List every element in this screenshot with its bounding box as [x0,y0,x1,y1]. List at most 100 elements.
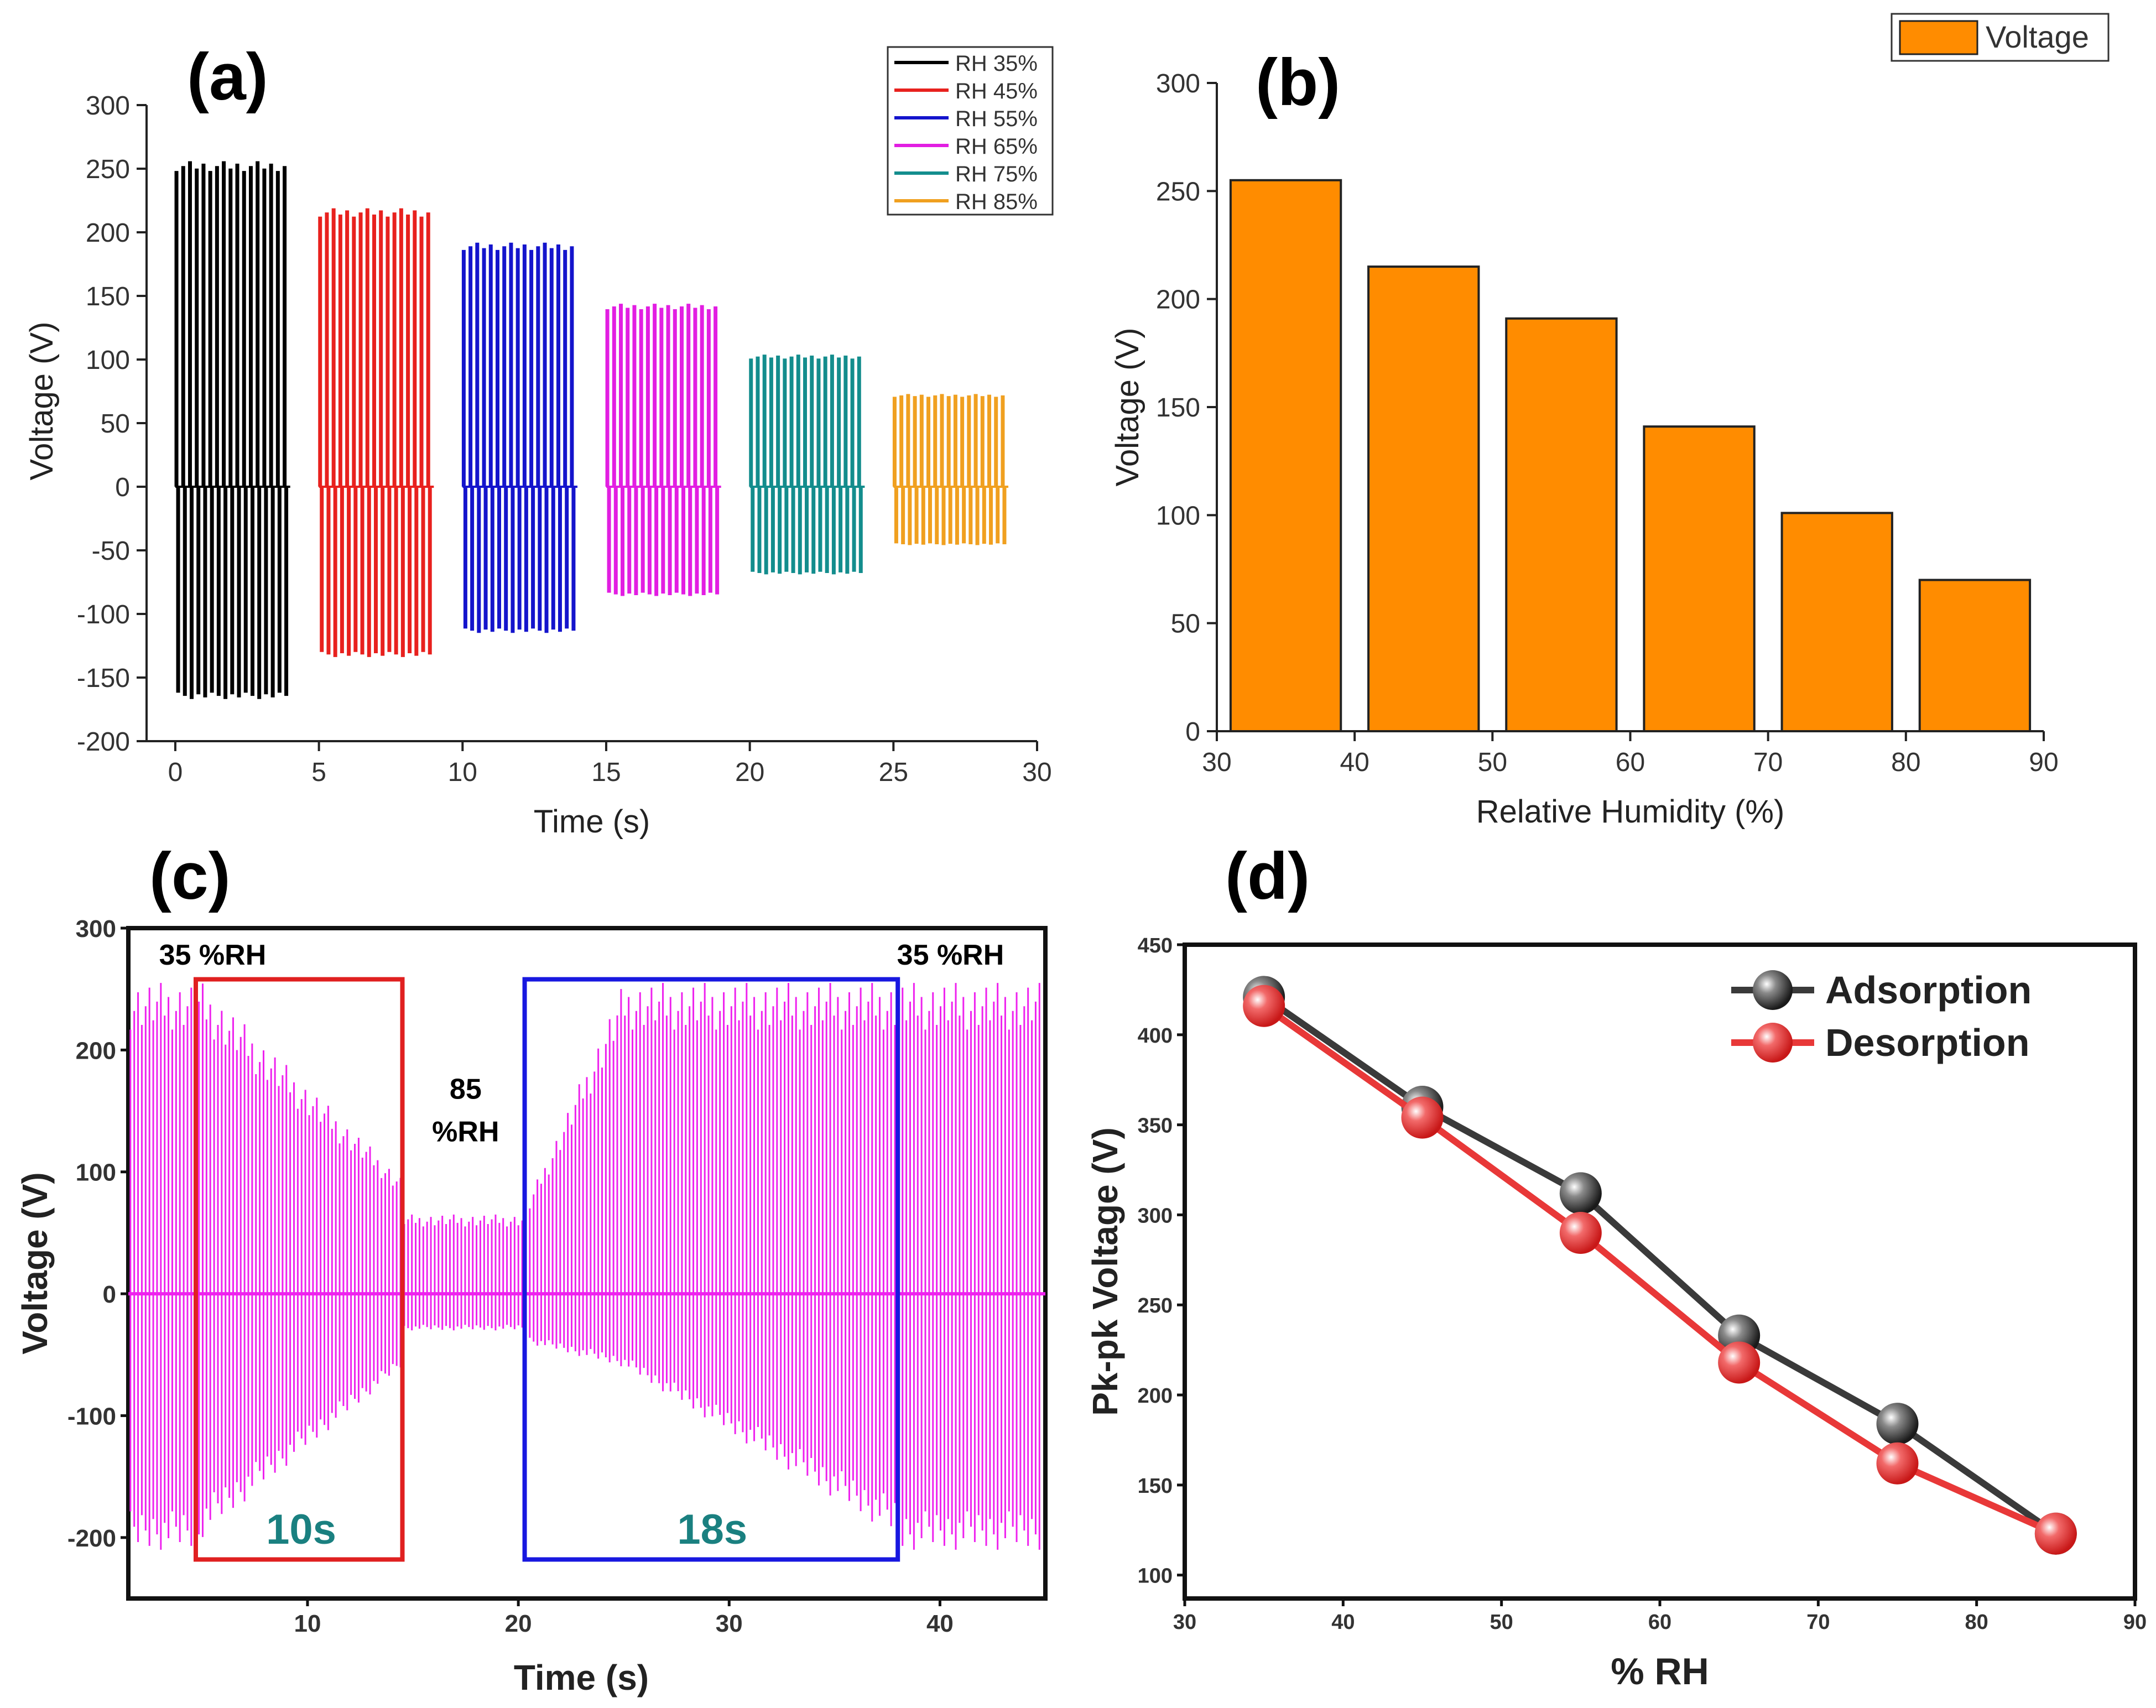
x-tick-label-b: 50 [1478,748,1507,777]
y-tick-label-d: 300 [1138,1204,1173,1227]
x-tick-label-c: 10 [294,1610,321,1637]
x-tick-label-b: 30 [1202,748,1231,777]
highlight-box-c-1 [193,977,405,1562]
data-point-d-2 [2034,1512,2077,1555]
bar-b-5 [1780,512,1893,733]
x-tick-label-d: 60 [1648,1611,1671,1634]
y-tick-label-b: 100 [1156,501,1200,530]
series-line-a-5 [749,355,865,575]
y-tick-label-d: 350 [1138,1115,1173,1138]
x-tick-label-a: 30 [1022,758,1051,787]
panel-letter-b: (b) [1256,45,1340,119]
legend-label-a: RH 85% [955,190,1038,214]
data-point-d-2 [1876,1442,1919,1485]
x-axis-label-c: Time (s) [514,1658,649,1697]
annotation-c-5: 10s [266,1506,336,1553]
x-tick-label-d: 70 [1806,1611,1830,1634]
y-tick-label-a: 50 [101,409,130,439]
x-tick-label-a: 15 [591,758,621,787]
x-tick-label-d: 30 [1173,1611,1196,1634]
annotation-c-1: 35 %RH [159,939,267,971]
panel-a: -200 -150 -100 -50 0 50 100 150 200 250 300 0 5 10 15 2… [24,40,1054,840]
legend-label-a: RH 65% [955,134,1038,159]
annotation-c-2: 35 %RH [897,939,1004,971]
x-tick-label-d: 90 [2123,1611,2147,1634]
data-point-d-2 [1243,985,1285,1027]
y-tick-label-b: 200 [1156,285,1200,315]
legend-label-a: RH 75% [955,162,1038,186]
plot-frame-c [126,926,1048,1601]
x-tick-label-a: 20 [735,758,764,787]
x-axis-label-d: % RH [1611,1650,1709,1693]
y-tick-label-c: -100 [67,1403,116,1430]
legend-label-a: RH 35% [955,51,1038,76]
y-tick-label-d: 250 [1138,1294,1173,1318]
panel-b: 0 50 100 150 200 250 300 30 40 50 60 70 80 90 Relative… [1110,13,2110,830]
y-axis-label-b: Voltage (V) [1110,328,1145,487]
x-tick-label-b: 70 [1753,748,1783,777]
y-tick-label-a: -50 [92,537,130,566]
y-tick-label-d: 200 [1138,1384,1173,1408]
x-tick-label-b: 90 [2029,748,2058,777]
panel-c: -200 -100 0 100 200 300 10 20 30 40 Time (s) Voltag… [15,839,1048,1697]
x-tick-label-c: 30 [716,1610,743,1637]
legend-label-d: Adsorption [1825,968,2032,1012]
data-point-d-2 [1401,1096,1444,1139]
series-line-a-6 [892,394,1009,545]
y-tick-label-a: -100 [77,600,130,629]
y-axis-label-c: Voltage (V) [15,1172,55,1355]
legend-swatch-marker-d [1753,970,1793,1010]
y-tick-label-d: 400 [1138,1024,1173,1048]
x-axis-label-b: Relative Humidity (%) [1476,794,1785,830]
y-tick-label-a: 0 [115,473,130,502]
series-line-a-3 [461,242,578,633]
y-tick-label-a: 300 [86,91,130,121]
y-tick-label-b: 50 [1171,610,1200,639]
series-line-d-2 [1262,1003,2058,1537]
x-axis-label-a: Time (s) [534,804,650,840]
bar-b-1 [1229,179,1342,732]
y-tick-label-c: 300 [76,915,116,942]
y-axis-label-a: Voltage (V) [24,322,60,481]
panel-letter-c: (c) [149,839,231,913]
data-point-d-1 [1559,1172,1602,1215]
y-tick-label-c: 200 [76,1037,116,1064]
data-point-d-2 [1559,1211,1602,1254]
series-line-a-2 [318,208,434,657]
y-tick-label-a: 100 [86,346,130,375]
bar-b-2 [1367,265,1480,733]
y-tick-label-b: 0 [1185,717,1200,747]
x-tick-label-d: 40 [1331,1611,1355,1634]
y-tick-label-c: 100 [76,1159,116,1186]
y-tick-label-b: 300 [1156,69,1200,98]
legend-swatch-b [1899,20,1978,55]
x-tick-label-a: 25 [879,758,908,787]
legend-a [887,46,1054,216]
data-point-d-2 [1718,1341,1761,1384]
legend-label-d: Desorption [1825,1021,2029,1064]
panel-letter-d: (d) [1225,839,1310,913]
y-tick-label-a: 150 [86,282,130,311]
y-axis-label-d: Pk-pk Voltage (V) [1085,1127,1125,1416]
data-point-d-1 [1876,1403,1919,1445]
annotation-c-6: 18s [677,1506,747,1553]
y-tick-label-c: 0 [103,1281,116,1308]
y-tick-label-a: 200 [86,218,130,248]
series-line-a-1 [174,161,290,699]
annotation-c-3: 85 [450,1074,482,1106]
panel-letter-a: (a) [187,40,268,114]
y-tick-label-b: 150 [1156,393,1200,423]
panel-d: 100 150 200 250 300 350 400 450 30 40 50 60 70 80 90 % … [1085,839,2147,1693]
y-tick-label-a: 250 [86,155,130,184]
x-tick-label-a: 0 [168,758,183,787]
x-tick-label-b: 80 [1891,748,1920,777]
annotation-c-4: %RH [432,1116,499,1148]
y-tick-label-d: 450 [1138,934,1173,957]
y-tick-label-a: -200 [77,727,130,757]
y-tick-label-c: -200 [67,1525,116,1552]
bar-b-3 [1505,317,1618,732]
x-tick-label-a: 10 [448,758,477,787]
x-tick-label-b: 40 [1340,748,1369,777]
x-tick-label-a: 5 [311,758,326,787]
